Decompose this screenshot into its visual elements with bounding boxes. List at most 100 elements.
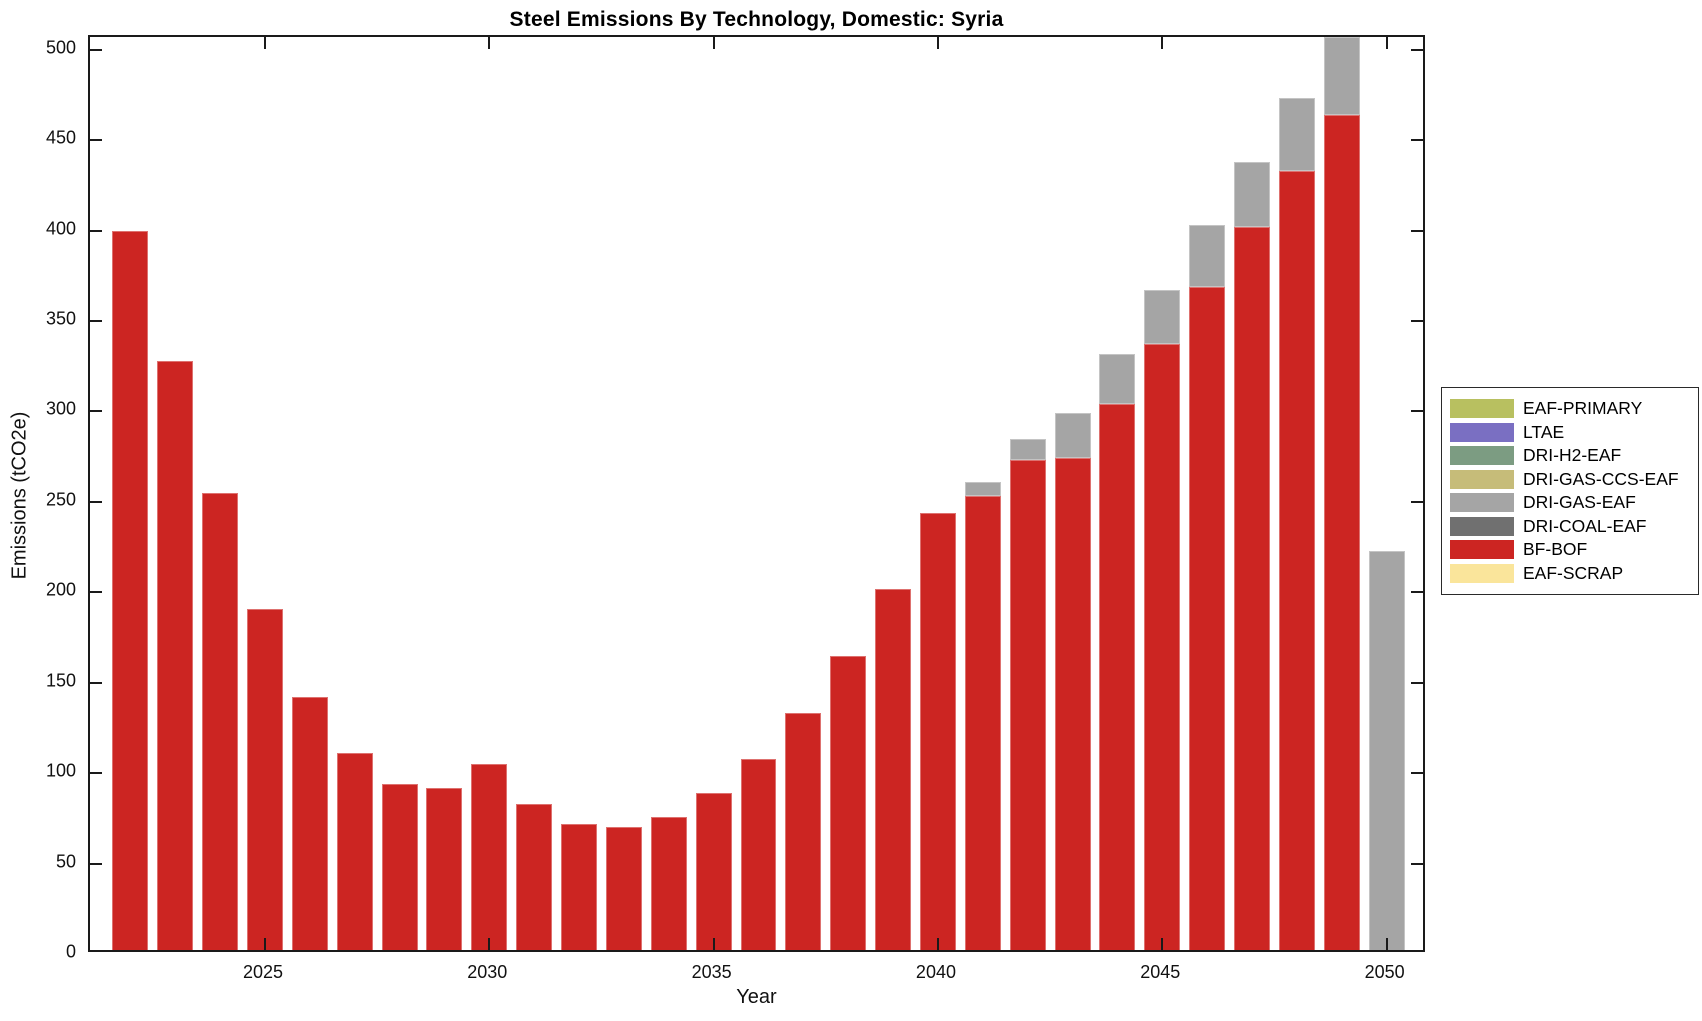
bar-2030-BF-BOF (471, 764, 508, 950)
x-tick-mark-2045 (1161, 938, 1164, 950)
y-tick-label-150: 150 (45, 670, 76, 691)
y-tick-label-0: 0 (65, 941, 76, 962)
y-tick-mark-400 (1411, 229, 1423, 232)
legend-label: DRI-COAL-EAF (1523, 515, 1647, 536)
bar-2044-BF-BOF (1099, 404, 1136, 950)
legend-box: EAF-PRIMARY LTAE DRI-H2-EAF DRI-GAS-CCS-EAF… (1441, 387, 1699, 595)
bar-2038-BF-BOF (830, 655, 867, 950)
x-tick-mark-2050 (1385, 37, 1388, 49)
y-tick-label-300: 300 (45, 398, 76, 419)
y-tick-label-200: 200 (45, 579, 76, 600)
y-tick-label-450: 450 (45, 127, 76, 148)
legend-label: BF-BOF (1523, 539, 1588, 560)
x-tick-mark-2025 (263, 938, 266, 950)
x-tick-label-2050: 2050 (1364, 962, 1405, 982)
x-tick-mark-2030 (488, 938, 491, 950)
bar-2049-DRI-GAS-EAF (1323, 37, 1360, 115)
bar-2022-BF-BOF (112, 230, 149, 950)
x-tick-label-2035: 2035 (691, 962, 732, 982)
y-tick-mark-150 (90, 681, 102, 684)
bar-2025-BF-BOF (247, 608, 283, 950)
y-tick-mark-100 (90, 772, 102, 775)
bar-2045-DRI-GAS-EAF (1144, 290, 1181, 345)
y-tick-mark-500 (90, 48, 102, 51)
bar-2037-BF-BOF (785, 713, 822, 950)
y-tick-mark-200 (90, 591, 102, 594)
bar-2041-DRI-GAS-EAF (964, 481, 1001, 497)
legend-label: EAF-PRIMARY (1523, 398, 1643, 419)
bar-2034-BF-BOF (650, 816, 687, 950)
legend-item-DRI-GAS-EAF: DRI-GAS-EAF (1450, 491, 1698, 515)
bar-2042-BF-BOF (1009, 460, 1046, 950)
legend-swatch-DRI-COAL-EAF (1450, 516, 1514, 536)
y-tick-mark-100 (1411, 772, 1423, 775)
legend-swatch-DRI-H2-EAF (1450, 446, 1514, 466)
y-tick-label-500: 500 (45, 37, 76, 58)
x-tick-mark-2045 (1161, 37, 1164, 49)
bar-2027-BF-BOF (336, 753, 373, 950)
x-tick-mark-2050 (1385, 938, 1388, 950)
y-tick-label-400: 400 (45, 218, 76, 239)
x-tick-mark-2040 (936, 938, 939, 950)
bar-2024-BF-BOF (202, 492, 239, 950)
bar-2026-BF-BOF (291, 697, 328, 950)
chart-title: Steel Emissions By Technology, Domestic:… (509, 8, 1004, 31)
y-tick-label-350: 350 (45, 308, 76, 329)
legend-item-EAF-SCRAP: EAF-SCRAP (1450, 562, 1698, 586)
bar-2049-BF-BOF (1323, 114, 1360, 950)
legend-label: EAF-SCRAP (1523, 562, 1624, 583)
y-tick-label-50: 50 (55, 851, 76, 872)
bar-2048-DRI-GAS-EAF (1278, 98, 1315, 171)
bar-2047-BF-BOF (1234, 226, 1270, 950)
x-axis-label: Year (736, 986, 777, 1008)
bar-2050-DRI-GAS-EAF (1368, 550, 1405, 950)
y-tick-mark-500 (1411, 48, 1423, 51)
x-tick-mark-2030 (488, 37, 491, 49)
legend-swatch-LTAE (1450, 422, 1514, 442)
legend-swatch-EAF-SCRAP (1450, 563, 1514, 583)
bar-2043-BF-BOF (1054, 458, 1091, 950)
y-tick-label-100: 100 (45, 760, 76, 781)
bar-2046-BF-BOF (1189, 286, 1226, 950)
y-tick-mark-450 (1411, 139, 1423, 142)
legend-swatch-BF-BOF (1450, 540, 1514, 560)
x-tick-label-2045: 2045 (1140, 962, 1181, 982)
bar-2041-BF-BOF (964, 496, 1001, 950)
bar-2045-BF-BOF (1144, 344, 1181, 950)
legend-item-EAF-PRIMARY: EAF-PRIMARY (1450, 397, 1698, 421)
x-tick-mark-2025 (263, 37, 266, 49)
legend-label: DRI-GAS-EAF (1523, 492, 1636, 513)
y-tick-mark-400 (90, 229, 102, 232)
legend-swatch-EAF-PRIMARY (1450, 399, 1514, 419)
bar-2035-BF-BOF (695, 793, 732, 950)
bar-2031-BF-BOF (516, 803, 553, 950)
plot-area (88, 35, 1425, 952)
legend-item-DRI-GAS-CCS-EAF: DRI-GAS-CCS-EAF (1450, 468, 1698, 492)
bar-2036-BF-BOF (740, 758, 777, 950)
bar-2023-BF-BOF (157, 360, 194, 950)
bar-2039-BF-BOF (875, 588, 912, 950)
legend-item-DRI-H2-EAF: DRI-H2-EAF (1450, 444, 1698, 468)
y-tick-label-250: 250 (45, 489, 76, 510)
bar-2048-BF-BOF (1278, 170, 1315, 950)
y-tick-mark-350 (1411, 319, 1423, 322)
y-tick-mark-150 (1411, 681, 1423, 684)
bar-2044-DRI-GAS-EAF (1099, 353, 1136, 405)
x-tick-label-2040: 2040 (915, 962, 956, 982)
x-tick-mark-2040 (936, 37, 939, 49)
y-tick-mark-200 (1411, 591, 1423, 594)
bar-2040-BF-BOF (920, 512, 956, 950)
bar-2047-DRI-GAS-EAF (1234, 161, 1270, 227)
x-tick-label-2025: 2025 (242, 962, 283, 982)
legend-swatch-DRI-GAS-EAF (1450, 493, 1514, 513)
bar-2033-BF-BOF (605, 827, 642, 950)
y-tick-mark-50 (90, 862, 102, 865)
legend-label: DRI-GAS-CCS-EAF (1523, 468, 1679, 489)
y-tick-mark-450 (90, 139, 102, 142)
bar-2029-BF-BOF (426, 787, 463, 950)
legend-swatch-DRI-GAS-CCS-EAF (1450, 469, 1514, 489)
y-tick-mark-350 (90, 319, 102, 322)
legend-label: DRI-H2-EAF (1523, 445, 1622, 466)
legend-item-DRI-COAL-EAF: DRI-COAL-EAF (1450, 515, 1698, 539)
